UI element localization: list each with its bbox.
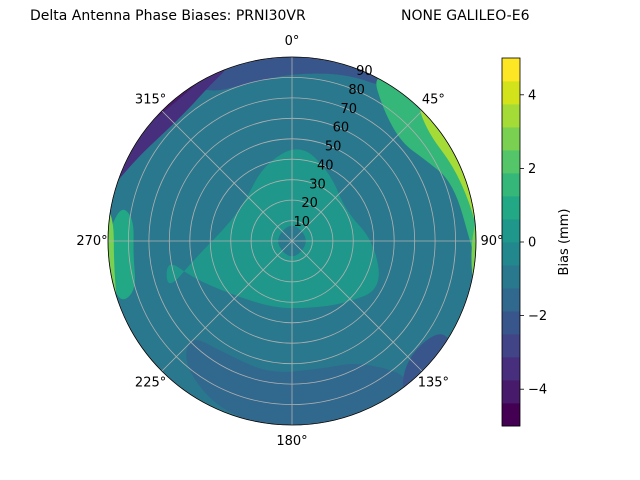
angular-gridline	[291, 240, 423, 372]
angular-gridline	[291, 110, 423, 242]
angular-tick-label: 270°	[76, 234, 107, 249]
colorbar-tick-label: −2	[528, 309, 547, 324]
colorbar-label: Bias (mm)	[557, 209, 572, 276]
colorbar-tick-label: 4	[528, 88, 536, 103]
radial-tick-label: 30	[309, 177, 326, 192]
polar-outline	[107, 56, 477, 426]
radial-tick-label: 90	[356, 64, 373, 79]
colorbar-segment	[502, 81, 520, 105]
angular-tick-label: 225°	[135, 375, 166, 390]
chart-title: Delta Antenna Phase Biases: PRNI30VR	[30, 8, 306, 24]
radial-tick-label: 80	[348, 83, 365, 98]
colorbar-segment	[502, 150, 520, 174]
chart-title-row: Delta Antenna Phase Biases: PRNI30VR NON…	[0, 8, 640, 28]
colorbar-segment	[502, 173, 520, 197]
contour-central-ring	[166, 149, 379, 309]
polar-grid	[107, 56, 477, 426]
angular-tick-label: 315°	[135, 93, 166, 108]
angular-gridline	[161, 110, 293, 242]
angular-tick-label: 0°	[285, 34, 300, 49]
angular-tick-labels: 0° 45° 90° 135° 180° 225° 270° 315°	[76, 34, 503, 449]
colorbar-segment	[502, 403, 520, 427]
contour-northeast-high	[376, 76, 476, 267]
contour-south-low	[186, 340, 406, 425]
radial-tick-label: 60	[333, 121, 350, 136]
contour-northwest-band	[108, 59, 228, 196]
angular-tick-label: 135°	[418, 375, 449, 390]
colorbar-tick-label: −4	[528, 383, 547, 398]
colorbar-tick-label: 0	[528, 236, 536, 251]
colorbar-segment	[502, 104, 520, 128]
colorbar-tick-label: 2	[528, 162, 536, 177]
colorbar-segment	[502, 357, 520, 381]
angular-tick-label: 90°	[480, 234, 503, 249]
radial-tick-label: 50	[325, 140, 342, 155]
contour-northeast-edge	[420, 100, 476, 235]
colorbar-segment	[502, 380, 520, 404]
chart-title-right: NONE GALILEO-E6	[401, 8, 530, 24]
colorbar-segment	[502, 334, 520, 358]
colorbar-segment	[502, 288, 520, 312]
radial-tick-label: 40	[317, 158, 334, 173]
colorbar-segment	[502, 242, 520, 266]
radial-tick-label: 10	[294, 215, 311, 230]
colorbar-segment	[502, 219, 520, 243]
colorbar-segment	[502, 196, 520, 220]
angular-tick-label: 45°	[422, 93, 445, 108]
colorbar-segment	[502, 127, 520, 151]
angular-gridline	[161, 240, 293, 372]
colorbar-segment	[502, 265, 520, 289]
colorbar-segment	[502, 58, 520, 82]
radial-tick-labels: 10 20 30 40 50 60 70 80 90	[294, 64, 373, 230]
colorbar: −4 −2 0 2 4 Bias (mm)	[501, 57, 572, 427]
colorbar-segment	[502, 311, 520, 335]
angular-tick-label: 180°	[276, 434, 307, 449]
radial-tick-label: 20	[301, 196, 318, 211]
radial-tick-label: 70	[341, 102, 358, 117]
